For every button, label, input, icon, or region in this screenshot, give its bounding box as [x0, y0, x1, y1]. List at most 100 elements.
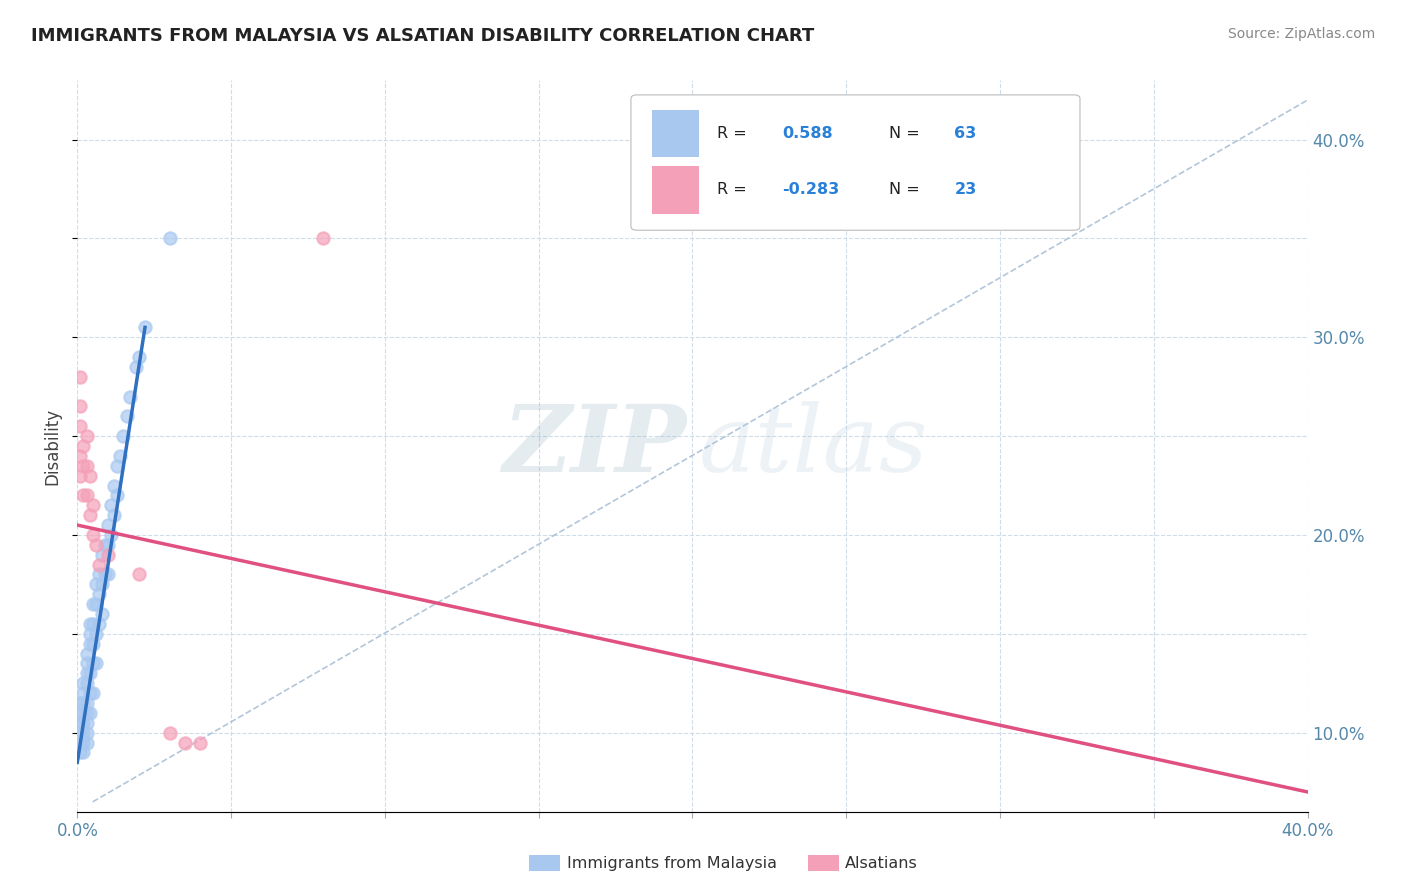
Text: 0.588: 0.588 [782, 126, 832, 141]
Point [97, 518, 120, 533]
Point [69, 419, 91, 434]
Point [87, 587, 110, 601]
Point [174, 735, 197, 749]
Point [72, 458, 94, 473]
Text: IMMIGRANTS FROM MALAYSIA VS ALSATIAN DISABILITY CORRELATION CHART: IMMIGRANTS FROM MALAYSIA VS ALSATIAN DIS… [31, 27, 814, 45]
Text: atlas: atlas [699, 401, 928, 491]
Point [82, 528, 104, 542]
Point [79, 468, 101, 483]
Point [90, 548, 114, 562]
Text: 23: 23 [955, 183, 977, 197]
Point [97, 538, 120, 552]
Text: ZIP: ZIP [502, 401, 686, 491]
Point [103, 508, 125, 523]
Point [79, 508, 101, 523]
Point [69, 400, 91, 414]
Point [84, 597, 107, 611]
Point [100, 498, 122, 512]
Point [118, 390, 141, 404]
Bar [652, 110, 699, 158]
Point [82, 498, 104, 512]
Point [97, 567, 120, 582]
Y-axis label: Disability: Disability [44, 408, 62, 484]
Point [105, 458, 128, 473]
Point [90, 607, 114, 621]
Point [76, 666, 98, 681]
Bar [652, 166, 699, 214]
Point [100, 528, 122, 542]
Point [69, 696, 91, 710]
Point [79, 637, 101, 651]
Point [94, 538, 117, 552]
Point [82, 657, 104, 671]
Point [84, 627, 107, 641]
Point [76, 676, 98, 690]
Point [110, 449, 132, 463]
Point [72, 715, 94, 730]
Point [72, 706, 94, 720]
Point [69, 369, 91, 384]
Point [76, 725, 98, 739]
Text: N =: N = [890, 183, 925, 197]
Point [159, 231, 181, 245]
Point [84, 538, 107, 552]
Point [72, 746, 94, 760]
Text: Source: ZipAtlas.com: Source: ZipAtlas.com [1227, 27, 1375, 41]
Point [103, 478, 125, 492]
Point [72, 725, 94, 739]
Point [79, 666, 101, 681]
Point [112, 429, 135, 443]
Point [105, 488, 128, 502]
Point [69, 715, 91, 730]
Point [84, 577, 107, 591]
Point [87, 558, 110, 572]
Point [72, 439, 94, 453]
Text: R =: R = [717, 126, 752, 141]
Text: 63: 63 [955, 126, 977, 141]
Point [79, 627, 101, 641]
Point [82, 597, 104, 611]
Point [76, 647, 98, 661]
Text: -0.283: -0.283 [782, 183, 839, 197]
Point [115, 409, 138, 424]
Point [76, 696, 98, 710]
Point [94, 567, 117, 582]
Point [69, 725, 91, 739]
Text: N =: N = [890, 126, 925, 141]
Point [69, 706, 91, 720]
Point [76, 735, 98, 749]
Point [76, 706, 98, 720]
Text: R =: R = [717, 183, 752, 197]
Text: Alsatians: Alsatians [845, 856, 918, 871]
Point [90, 577, 114, 591]
Point [84, 657, 107, 671]
Point [79, 616, 101, 631]
Point [128, 567, 150, 582]
Point [76, 429, 98, 443]
Point [312, 231, 335, 245]
Point [69, 746, 91, 760]
Point [72, 676, 94, 690]
Point [76, 488, 98, 502]
Point [82, 637, 104, 651]
Point [125, 359, 148, 374]
Text: Immigrants from Malaysia: Immigrants from Malaysia [567, 856, 776, 871]
Point [87, 616, 110, 631]
Point [188, 735, 212, 749]
FancyBboxPatch shape [631, 95, 1080, 230]
Point [76, 715, 98, 730]
Point [72, 488, 94, 502]
Point [97, 548, 120, 562]
Point [79, 706, 101, 720]
Point [82, 686, 104, 700]
Point [82, 616, 104, 631]
Point [72, 696, 94, 710]
Point [69, 449, 91, 463]
Point [76, 657, 98, 671]
Point [72, 686, 94, 700]
Point [72, 735, 94, 749]
Point [69, 735, 91, 749]
Point [159, 725, 181, 739]
Point [128, 350, 150, 364]
Point [76, 458, 98, 473]
